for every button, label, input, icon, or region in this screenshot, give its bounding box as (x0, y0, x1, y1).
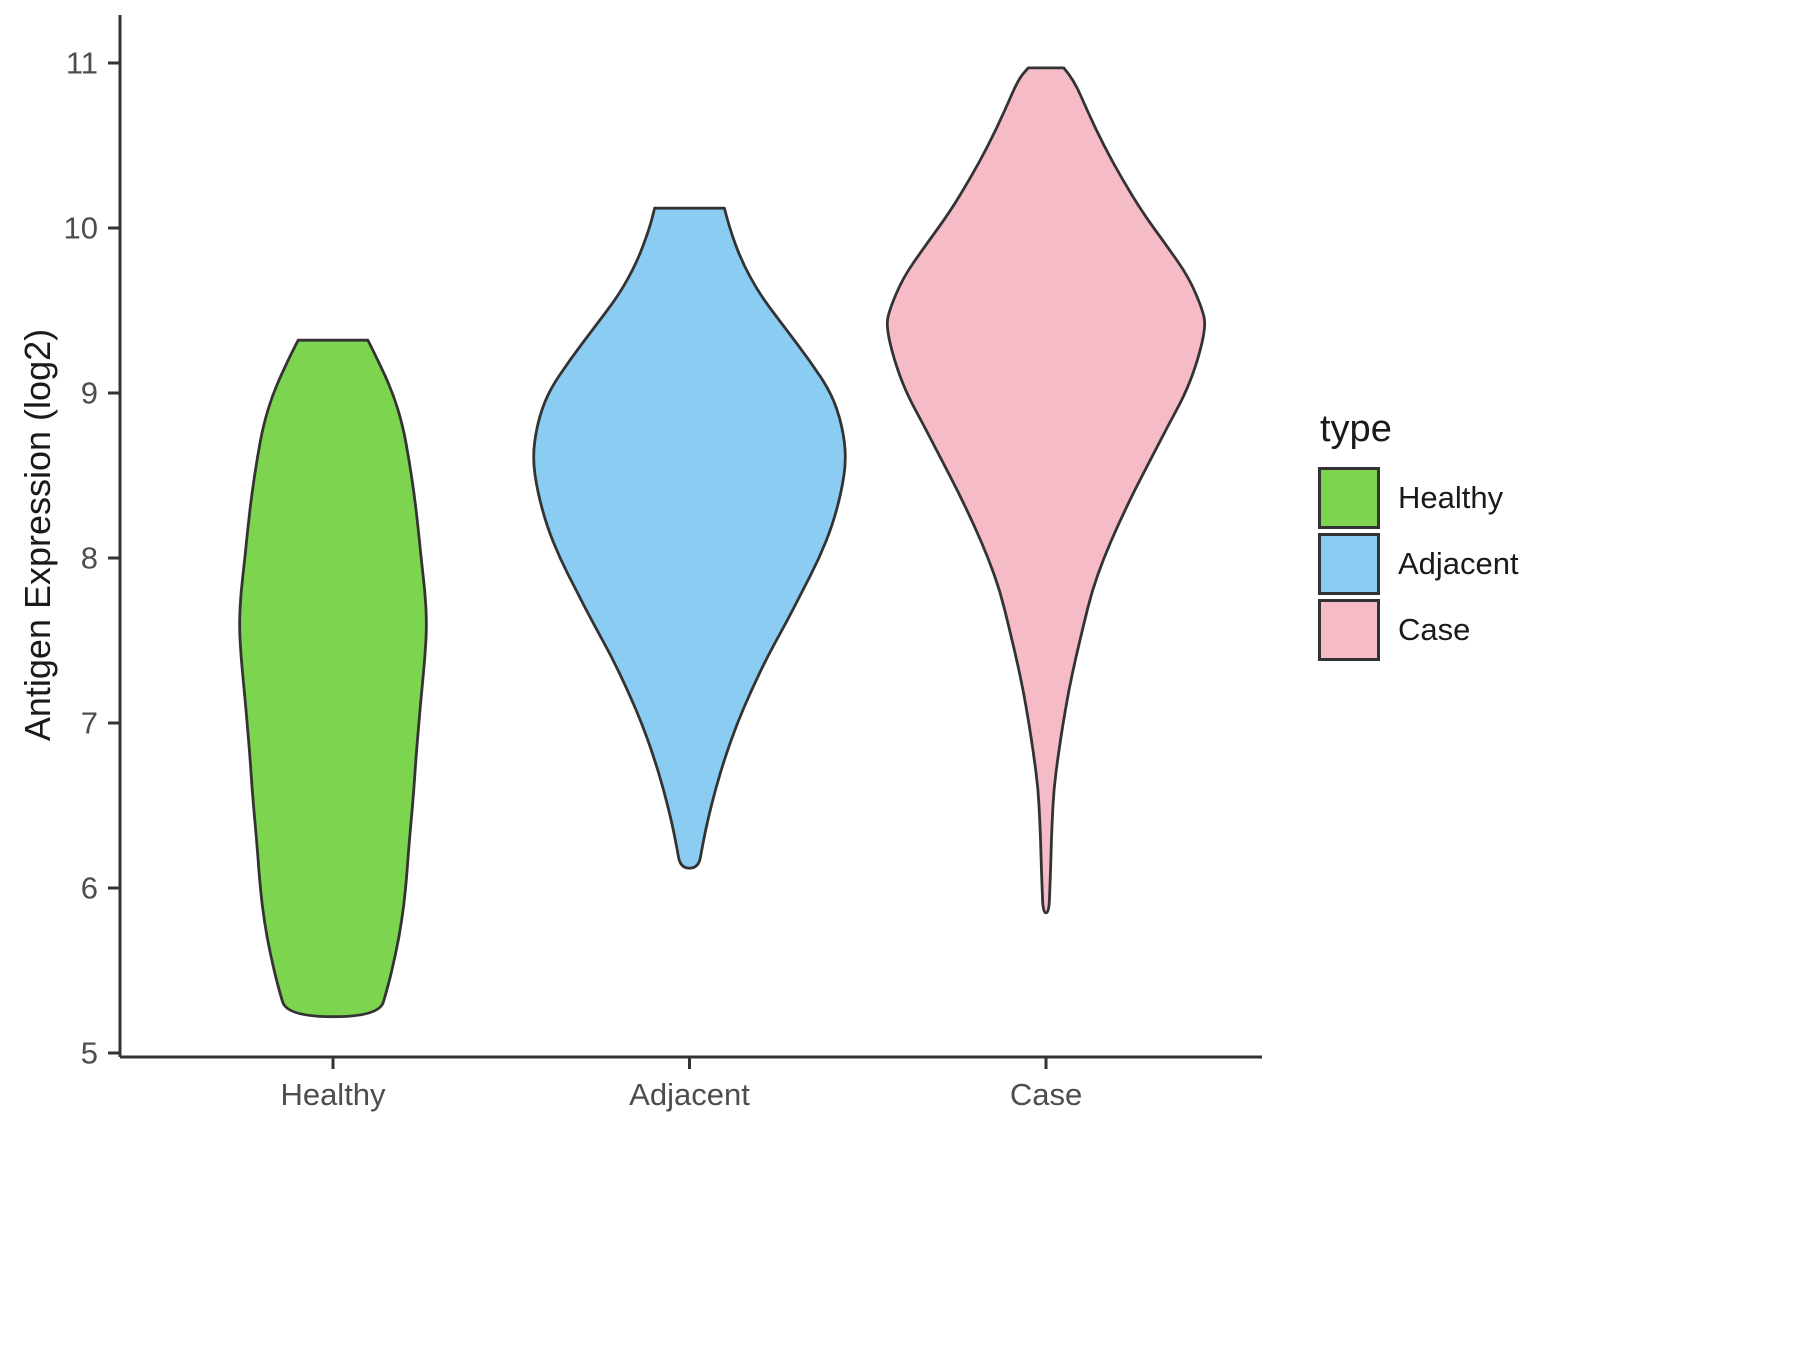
legend-items: Healthy Adjacent Case (1318, 467, 1519, 661)
y-tick-label: 8 (81, 541, 98, 576)
legend-swatch (1318, 533, 1380, 595)
legend-item-adjacent: Adjacent (1318, 533, 1519, 595)
y-tick-label: 9 (81, 376, 98, 411)
legend-swatch (1318, 467, 1380, 529)
y-tick-label: 11 (66, 46, 98, 81)
violin-healthy (238, 338, 428, 1019)
legend-title: type (1320, 408, 1392, 450)
legend-item-healthy: Healthy (1318, 467, 1519, 529)
y-tick-label: 10 (64, 211, 98, 246)
legend-label: Adjacent (1398, 546, 1519, 581)
y-tick-label: 7 (81, 706, 98, 741)
y-tick-label: 6 (81, 871, 98, 906)
legend-label: Case (1398, 612, 1471, 647)
x-tick-label: Case (1010, 1077, 1082, 1112)
y-axis-title: Antigen Expression (log2) (17, 328, 58, 742)
legend-item-case: Case (1318, 599, 1519, 661)
legend-label: Healthy (1398, 480, 1504, 515)
x-tick-label: Adjacent (629, 1077, 750, 1112)
x-tick-label: Healthy (280, 1077, 386, 1112)
legend: type Healthy Adjacent Case (1318, 408, 1519, 665)
violin-adjacent (532, 206, 847, 870)
violin-case (885, 66, 1207, 915)
y-tick-label: 5 (81, 1036, 98, 1071)
legend-swatch (1318, 599, 1380, 661)
